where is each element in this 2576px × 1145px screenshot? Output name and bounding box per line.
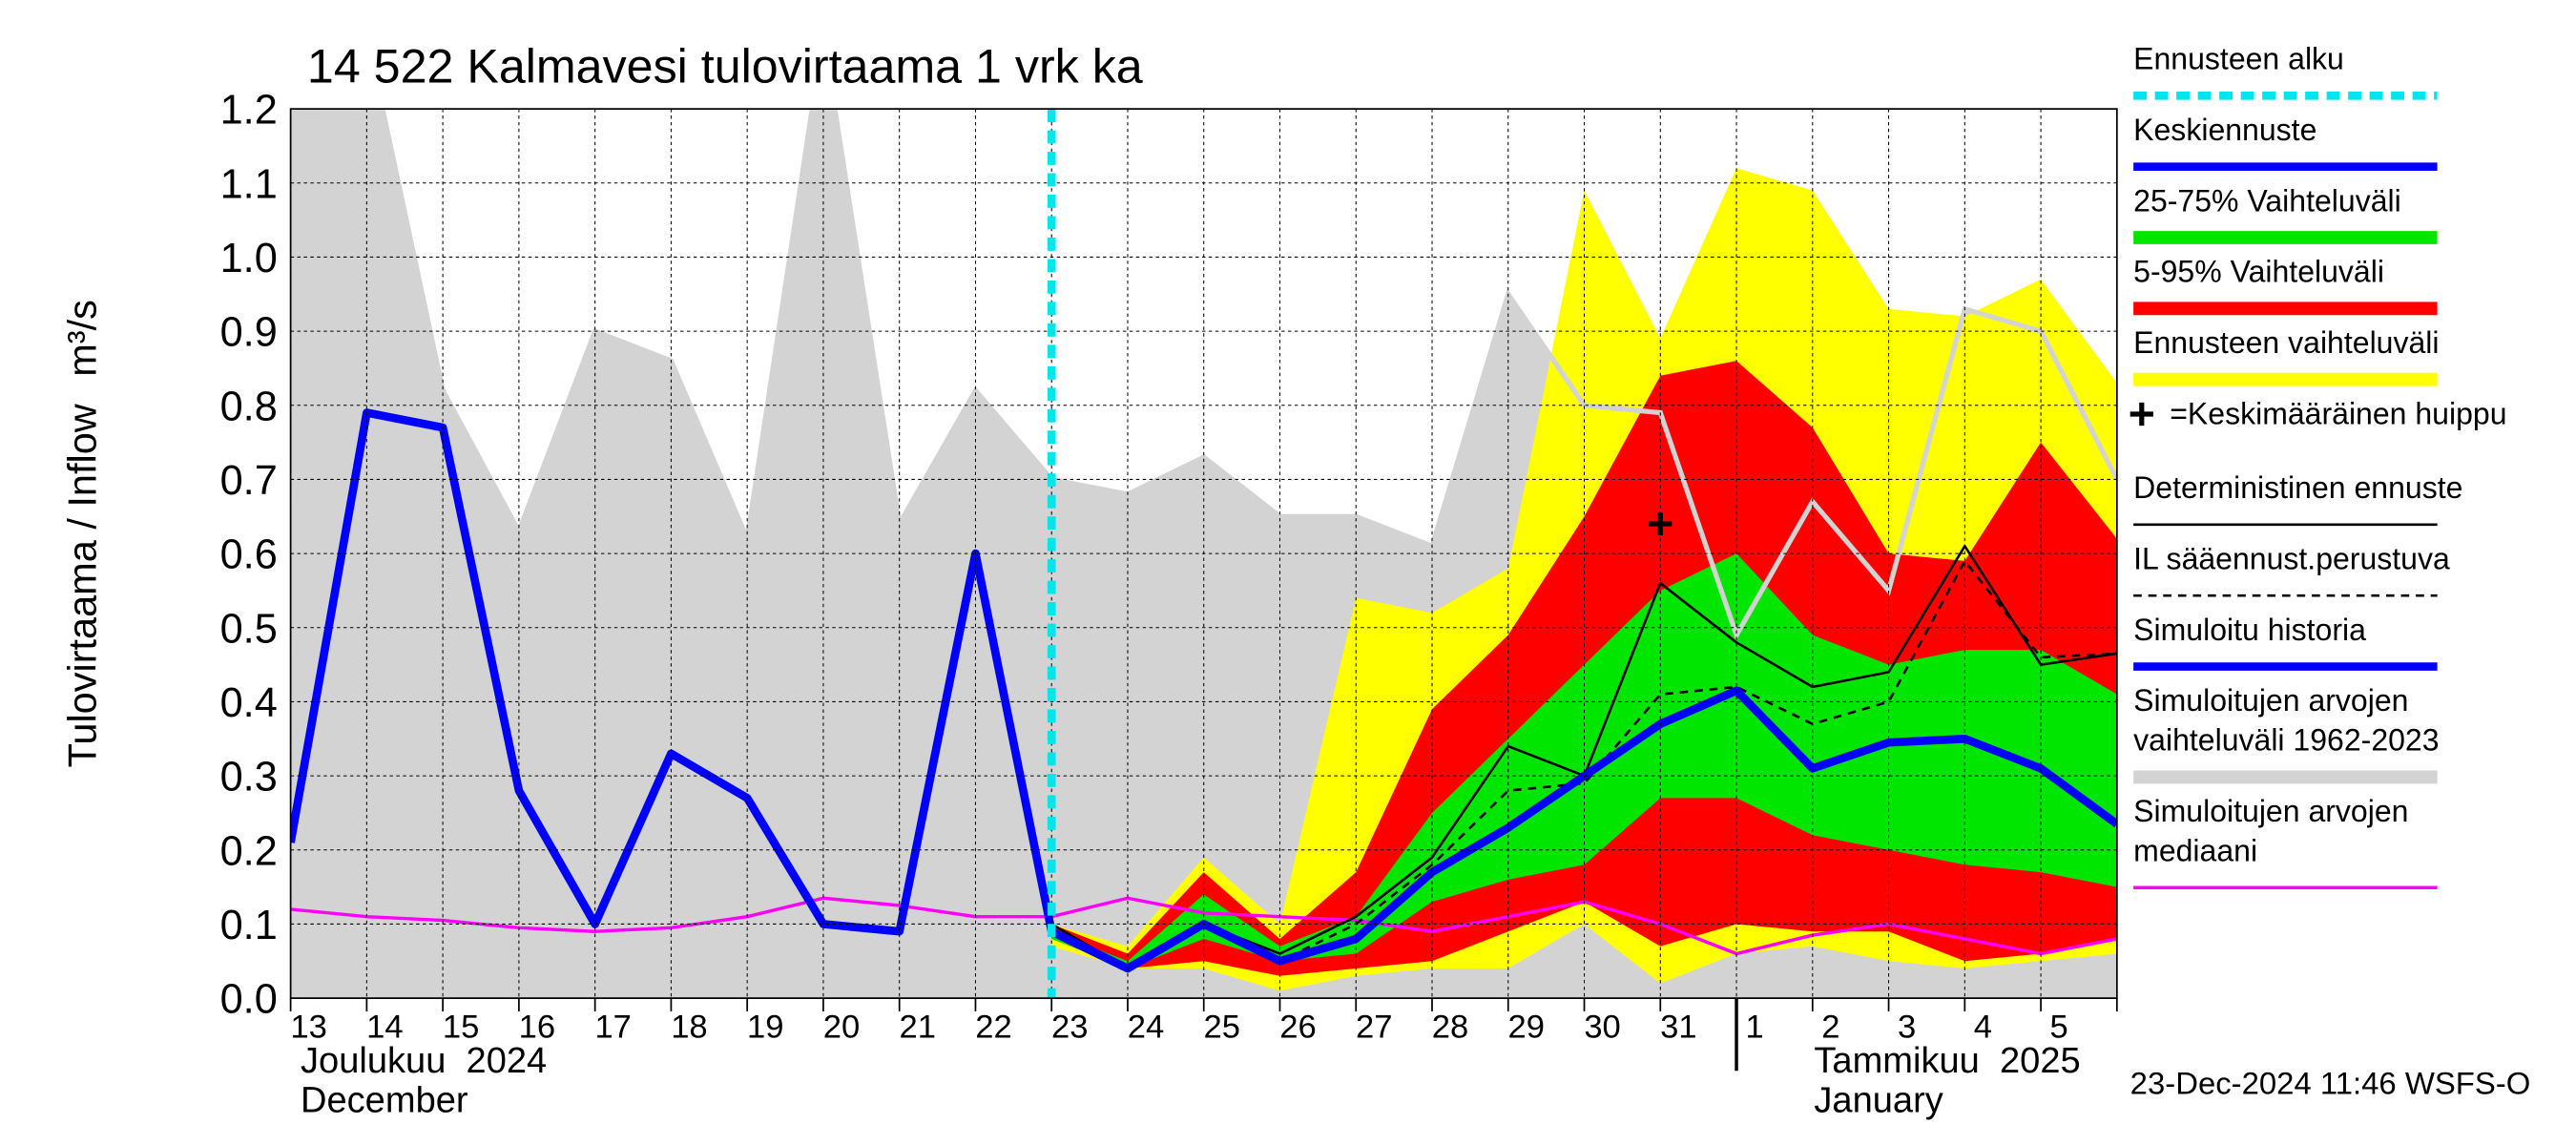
legend-label: =Keskimääräinen huippu xyxy=(2170,396,2506,430)
legend-label: Keskiennuste xyxy=(2133,113,2316,147)
x-tick-label: 31 xyxy=(1660,1010,1696,1046)
x-tick-label: 4 xyxy=(1974,1010,1992,1046)
range-band xyxy=(1051,553,2117,969)
y-tick-label: 0.2 xyxy=(220,828,278,874)
y-tick-label: 1.1 xyxy=(220,161,278,207)
y-tick-label: 1.2 xyxy=(220,88,278,134)
x-tick-label: 13 xyxy=(290,1010,326,1046)
x-tick-label: 15 xyxy=(443,1010,479,1046)
x-tick-label: 17 xyxy=(594,1010,631,1046)
footer: 23-Dec-2024 11:46 WSFS-O xyxy=(2130,1065,2531,1100)
x-tick-label: 14 xyxy=(366,1010,403,1046)
chart-title: 14 522 Kalmavesi tulovirtaama 1 vrk ka xyxy=(307,39,1143,93)
y-tick-label: 0.9 xyxy=(220,310,278,356)
y-axis-unit: m³/s xyxy=(59,300,104,377)
legend-label: 25-75% Vaihteluväli xyxy=(2133,183,2401,218)
x-tick-label: 19 xyxy=(747,1010,783,1046)
x-tick-label: 18 xyxy=(671,1010,707,1046)
y-tick-label: 0.6 xyxy=(220,532,278,578)
x-tick-label: 22 xyxy=(975,1010,1011,1046)
x-tick-label: 29 xyxy=(1508,1010,1545,1046)
y-axis-label: Tulovirtaama / Inflow xyxy=(59,403,104,767)
series-line xyxy=(290,408,1056,936)
legend-label: Simuloitujen arvojen xyxy=(2133,794,2408,828)
legend-label: Simuloitujen arvojen xyxy=(2133,683,2408,718)
x-tick-label: 16 xyxy=(519,1010,555,1046)
x-tick-label: 1 xyxy=(1745,1010,1763,1046)
x-tick-label: 25 xyxy=(1204,1010,1240,1046)
y-tick-label: 0.3 xyxy=(220,755,278,801)
y-tick-label: 0.0 xyxy=(220,977,278,1023)
x-tick-label: 26 xyxy=(1279,1010,1316,1046)
month-label: January xyxy=(1814,1080,1942,1120)
month-label: December xyxy=(301,1080,468,1120)
x-tick-label: 21 xyxy=(899,1010,935,1046)
legend-label: Ennusteen alku xyxy=(2133,42,2344,76)
x-tick-label: 2 xyxy=(1821,1010,1839,1046)
legend-label: IL sääennust.perustuva xyxy=(2133,542,2450,576)
month-label: Joulukuu 2024 xyxy=(301,1041,547,1081)
x-tick-label: 30 xyxy=(1584,1010,1620,1046)
y-tick-label: 1.0 xyxy=(220,236,278,281)
plot-frame xyxy=(289,108,2118,999)
legend-label: Ennusteen vaihteluväli xyxy=(2133,325,2439,360)
x-tick-label: 27 xyxy=(1356,1010,1392,1046)
x-tick-label: 24 xyxy=(1128,1010,1164,1046)
y-tick-label: 0.8 xyxy=(220,384,278,429)
legend-label: Deterministinen ennuste xyxy=(2133,470,2462,505)
y-tick-label: 0.4 xyxy=(220,680,278,726)
month-label: Tammikuu 2025 xyxy=(1814,1041,2080,1081)
legend-label: vaihteluväli 1962-2023 xyxy=(2133,723,2439,758)
peak-marker xyxy=(1649,511,1672,536)
x-tick-label: 28 xyxy=(1432,1010,1468,1046)
x-tick-label: 3 xyxy=(1898,1010,1916,1046)
x-tick-label: 5 xyxy=(2050,1010,2068,1046)
y-tick-label: 0.5 xyxy=(220,606,278,652)
legend-label: Simuloitu historia xyxy=(2133,613,2366,647)
legend-label: mediaani xyxy=(2133,834,2257,868)
y-tick-label: 0.1 xyxy=(220,903,278,948)
x-tick-label: 20 xyxy=(823,1010,860,1046)
x-tick-label: 23 xyxy=(1051,1010,1088,1046)
y-tick-label: 0.7 xyxy=(220,458,278,504)
legend-label: 5-95% Vaihteluväli xyxy=(2133,255,2384,289)
legend-peak xyxy=(2129,402,2153,427)
